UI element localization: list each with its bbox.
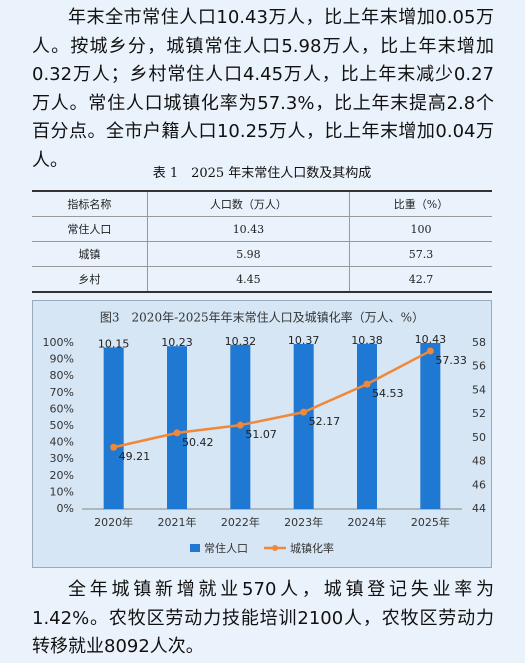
point — [300, 408, 308, 416]
bar-label: 10.32 — [225, 335, 256, 348]
bar — [103, 347, 124, 509]
cell: 100 — [349, 216, 492, 242]
x-tick-label: 2021年 — [158, 515, 197, 529]
y2-tick-label: 46 — [472, 478, 486, 491]
bar-label: 10.38 — [351, 334, 383, 347]
point-label: 50.42 — [182, 436, 214, 449]
cell: 5.98 — [146, 241, 350, 267]
y2-tick-label: 54 — [472, 383, 486, 396]
table: 指标名称 人口数（万人） 比重（%） 常住人口 10.43 100 城镇 5.98 57… — [32, 190, 492, 293]
bar — [420, 343, 441, 509]
y-tick-label: 80% — [50, 369, 74, 382]
y-tick-label: 60% — [50, 402, 74, 415]
y2-tick-label: 44 — [472, 502, 486, 515]
cell: 57.3 — [349, 241, 492, 267]
y-tick-label: 10% — [50, 485, 74, 498]
line — [113, 349, 431, 449]
bar — [293, 343, 314, 509]
point-label: 49.21 — [119, 450, 150, 463]
cell: 10.43 — [146, 216, 350, 242]
legend-label: 常住人口 — [204, 541, 248, 555]
cell: 42.7 — [349, 266, 492, 293]
header-cell: 比重（%） — [349, 190, 492, 217]
bar-label: 10.15 — [98, 337, 129, 350]
paragraph: 年末全市常住人口10.43万人，比上年末增加0.05万人。按城乡分，城镇常住人口… — [32, 7, 494, 171]
x-tick-label: 2020年 — [94, 515, 133, 529]
point — [426, 347, 434, 355]
y-tick-label: 100% — [43, 336, 74, 349]
y-tick-label: 50% — [50, 419, 74, 432]
y2-tick-label: 48 — [472, 455, 486, 468]
table-title: 表 1 2025 年末常住人口数及其构成 — [152, 166, 372, 181]
paragraph: 全年城镇新增就业570人，城镇登记失业率为1.42%。农牧区劳动力技能培训210… — [32, 579, 494, 657]
y2-tick-label: 52 — [472, 407, 486, 420]
point-label: 57.33 — [435, 354, 467, 367]
y-tick-label: 30% — [50, 452, 74, 465]
y-tick-label: 20% — [50, 469, 74, 482]
header-cell: 指标名称 — [32, 190, 148, 217]
header-cell: 人口数（万人） — [146, 190, 350, 217]
x-tick-label: 2022年 — [221, 515, 260, 529]
cell: 城镇 — [32, 241, 148, 267]
y-tick-label: 90% — [50, 353, 74, 366]
point-label: 52.17 — [309, 415, 341, 428]
x-tick-label: 2024年 — [348, 515, 387, 529]
y2-tick-label: 50 — [472, 431, 486, 444]
point-label: 51.07 — [245, 428, 276, 441]
point — [363, 380, 371, 388]
y2-tick-label: 58 — [472, 336, 486, 349]
x-tick-label: 2023年 — [284, 515, 323, 529]
chart: 图3 2020年-2025年年末常住人口及城镇化率（万人、%） 0% 10% 20%… — [32, 300, 492, 568]
point — [110, 443, 118, 451]
cell: 常住人口 — [32, 216, 148, 242]
bar-label: 10.23 — [161, 336, 193, 349]
point — [173, 429, 181, 437]
legend-swatch — [272, 545, 278, 551]
bar-label: 10.37 — [288, 334, 320, 347]
legend-label: 城镇化率 — [290, 541, 334, 555]
chart-title: 图3 2020年-2025年年末常住人口及城镇化率（万人、%） — [100, 310, 424, 325]
bar — [357, 343, 377, 509]
bar — [167, 346, 187, 509]
cell: 乡村 — [32, 266, 148, 293]
y-tick-label: 0% — [57, 502, 74, 515]
y-tick-label: 40% — [50, 436, 74, 449]
point-label: 54.53 — [372, 387, 404, 400]
cell: 4.45 — [146, 266, 350, 293]
x-tick-label: 2025年 — [411, 515, 450, 529]
point — [236, 421, 244, 429]
legend-swatch — [190, 544, 200, 552]
y2-tick-label: 56 — [472, 360, 486, 373]
y-tick-label: 70% — [50, 386, 74, 399]
bar-label: 10.43 — [415, 333, 447, 346]
